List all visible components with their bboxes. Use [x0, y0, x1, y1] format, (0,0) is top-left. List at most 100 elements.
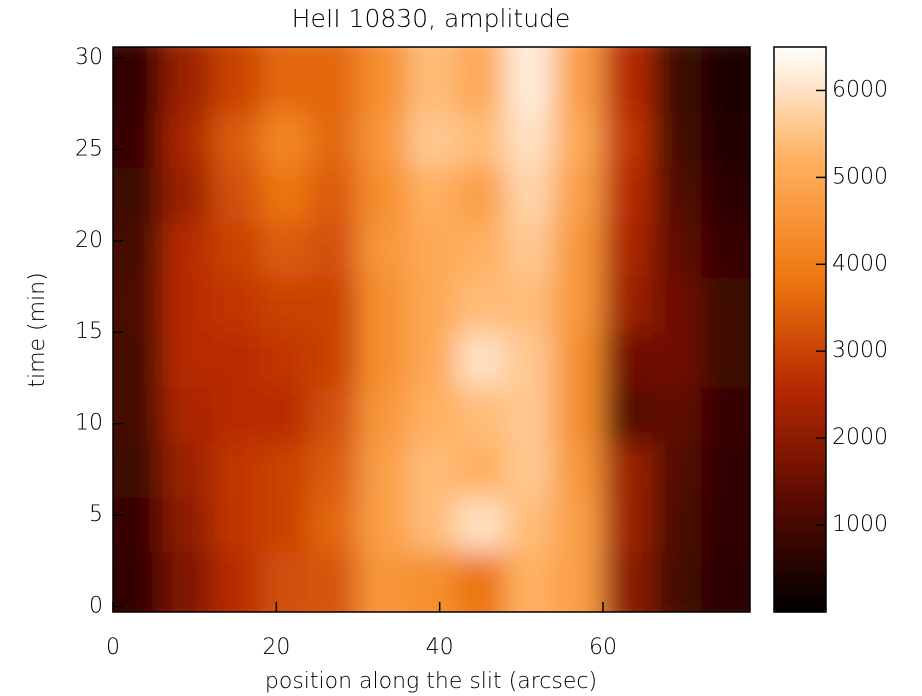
- heatmap-cell: [554, 112, 604, 169]
- heatmap-cell: [260, 47, 310, 114]
- colorbar-step: [774, 490, 826, 496]
- heatmap-cell: [162, 332, 212, 388]
- colorbar-step: [774, 81, 826, 87]
- colorbar-step: [774, 333, 826, 339]
- heatmap-cell: [211, 47, 261, 114]
- colorbar-step: [774, 199, 826, 205]
- heatmap-cell: [260, 222, 310, 278]
- heatmap-cell: [652, 167, 702, 224]
- heatmap-cell: [505, 277, 555, 333]
- colorbar-step: [774, 103, 826, 109]
- colorbar-step: [774, 307, 826, 313]
- heatmap-cell: [309, 551, 359, 612]
- colorbar-step: [774, 220, 826, 226]
- colorbar-step: [774, 73, 826, 79]
- heatmap-cell: [260, 387, 310, 443]
- colorbar-step: [774, 242, 826, 248]
- colorbar-step: [774, 133, 826, 139]
- heatmap-cell: [603, 551, 653, 612]
- colorbar-step: [774, 273, 826, 278]
- heatmap-cell: [309, 47, 359, 114]
- heatmap-cell: [554, 387, 604, 443]
- colorbar-step: [774, 94, 826, 100]
- colorbar-step: [774, 299, 826, 305]
- colorbar-step: [774, 342, 826, 348]
- heatmap-cell: [113, 277, 163, 333]
- colorbar-step: [774, 125, 826, 131]
- colorbar-step: [774, 346, 826, 352]
- colorbar-step: [774, 190, 826, 196]
- colorbar-step: [774, 372, 826, 378]
- colorbar-step: [774, 60, 826, 65]
- y-axis-label: time (min): [25, 272, 50, 387]
- heatmap-cell: [309, 222, 359, 278]
- colorbar-step: [774, 564, 826, 570]
- heatmap-cell: [113, 222, 163, 278]
- colorbar-step: [774, 55, 826, 61]
- colorbar-step: [774, 590, 826, 596]
- colorbar-step: [774, 420, 826, 426]
- chart-title: HeII 10830, amplitude: [292, 4, 571, 33]
- colorbar-step: [774, 416, 826, 422]
- heatmap-cell: [652, 222, 702, 278]
- heatmap-cell: [309, 112, 359, 169]
- colorbar-step: [774, 381, 826, 387]
- colorbar-step: [774, 181, 826, 187]
- heatmap-cell: [309, 387, 359, 443]
- heatmap-cell: [554, 167, 604, 224]
- colorbar-step: [774, 99, 826, 105]
- heatmap-cell: [652, 441, 702, 498]
- heatmap-cell: [603, 332, 653, 388]
- heatmap-cell: [603, 277, 653, 333]
- colorbar-step: [774, 229, 826, 235]
- heatmap-cell: [407, 496, 457, 553]
- heatmap-cell: [260, 441, 310, 498]
- heatmap-cell: [260, 277, 310, 333]
- heatmap-cell: [505, 551, 555, 612]
- heatmap-cell: [211, 332, 261, 388]
- colorbar-step: [774, 607, 826, 613]
- heatmap-cell: [260, 112, 310, 169]
- heatmap-cell: [603, 496, 653, 553]
- colorbar-step: [774, 464, 826, 470]
- heatmap-cell: [162, 551, 212, 612]
- colorbar-step: [774, 598, 826, 604]
- colorbar-step: [774, 116, 826, 122]
- heatmap-cell: [456, 387, 506, 443]
- heatmap-cell: [260, 551, 310, 612]
- heatmap-cell: [358, 496, 408, 553]
- heatmap-cell: [456, 277, 506, 333]
- colorbar-step: [774, 329, 826, 335]
- y-tick-label: 5: [89, 502, 103, 527]
- colorbar-step: [774, 351, 826, 357]
- colorbar-step: [774, 160, 826, 165]
- heatmap-cell: [456, 112, 506, 169]
- heatmap-cell: [603, 387, 653, 443]
- colorbar-tick-label: 4000: [832, 251, 888, 276]
- colorbar-step: [774, 442, 826, 448]
- heatmap-cell: [162, 112, 212, 169]
- y-tick-label: 25: [75, 136, 103, 161]
- heatmap-cell: [211, 167, 261, 224]
- colorbar-step: [774, 412, 826, 418]
- heatmap-cell: [554, 47, 604, 114]
- colorbar-step: [774, 268, 826, 274]
- heatmap-cell: [505, 496, 555, 553]
- heatmap-cell: [113, 496, 163, 553]
- heatmap-cell: [113, 47, 163, 114]
- heatmap-cell: [701, 222, 750, 278]
- colorbar: [774, 47, 826, 613]
- heatmap-cell: [407, 112, 457, 169]
- heatmap-cell: [162, 222, 212, 278]
- colorbar-step: [774, 51, 826, 57]
- heatmap-cell: [652, 277, 702, 333]
- heatmap-cell: [701, 387, 750, 443]
- heatmap-cell: [358, 387, 408, 443]
- colorbar-tick-label: 1000: [832, 512, 888, 537]
- heatmap-cell: [358, 222, 408, 278]
- heatmap-cell: [211, 551, 261, 612]
- colorbar-step: [774, 164, 826, 170]
- colorbar-step: [774, 425, 826, 431]
- colorbar-step: [774, 142, 826, 148]
